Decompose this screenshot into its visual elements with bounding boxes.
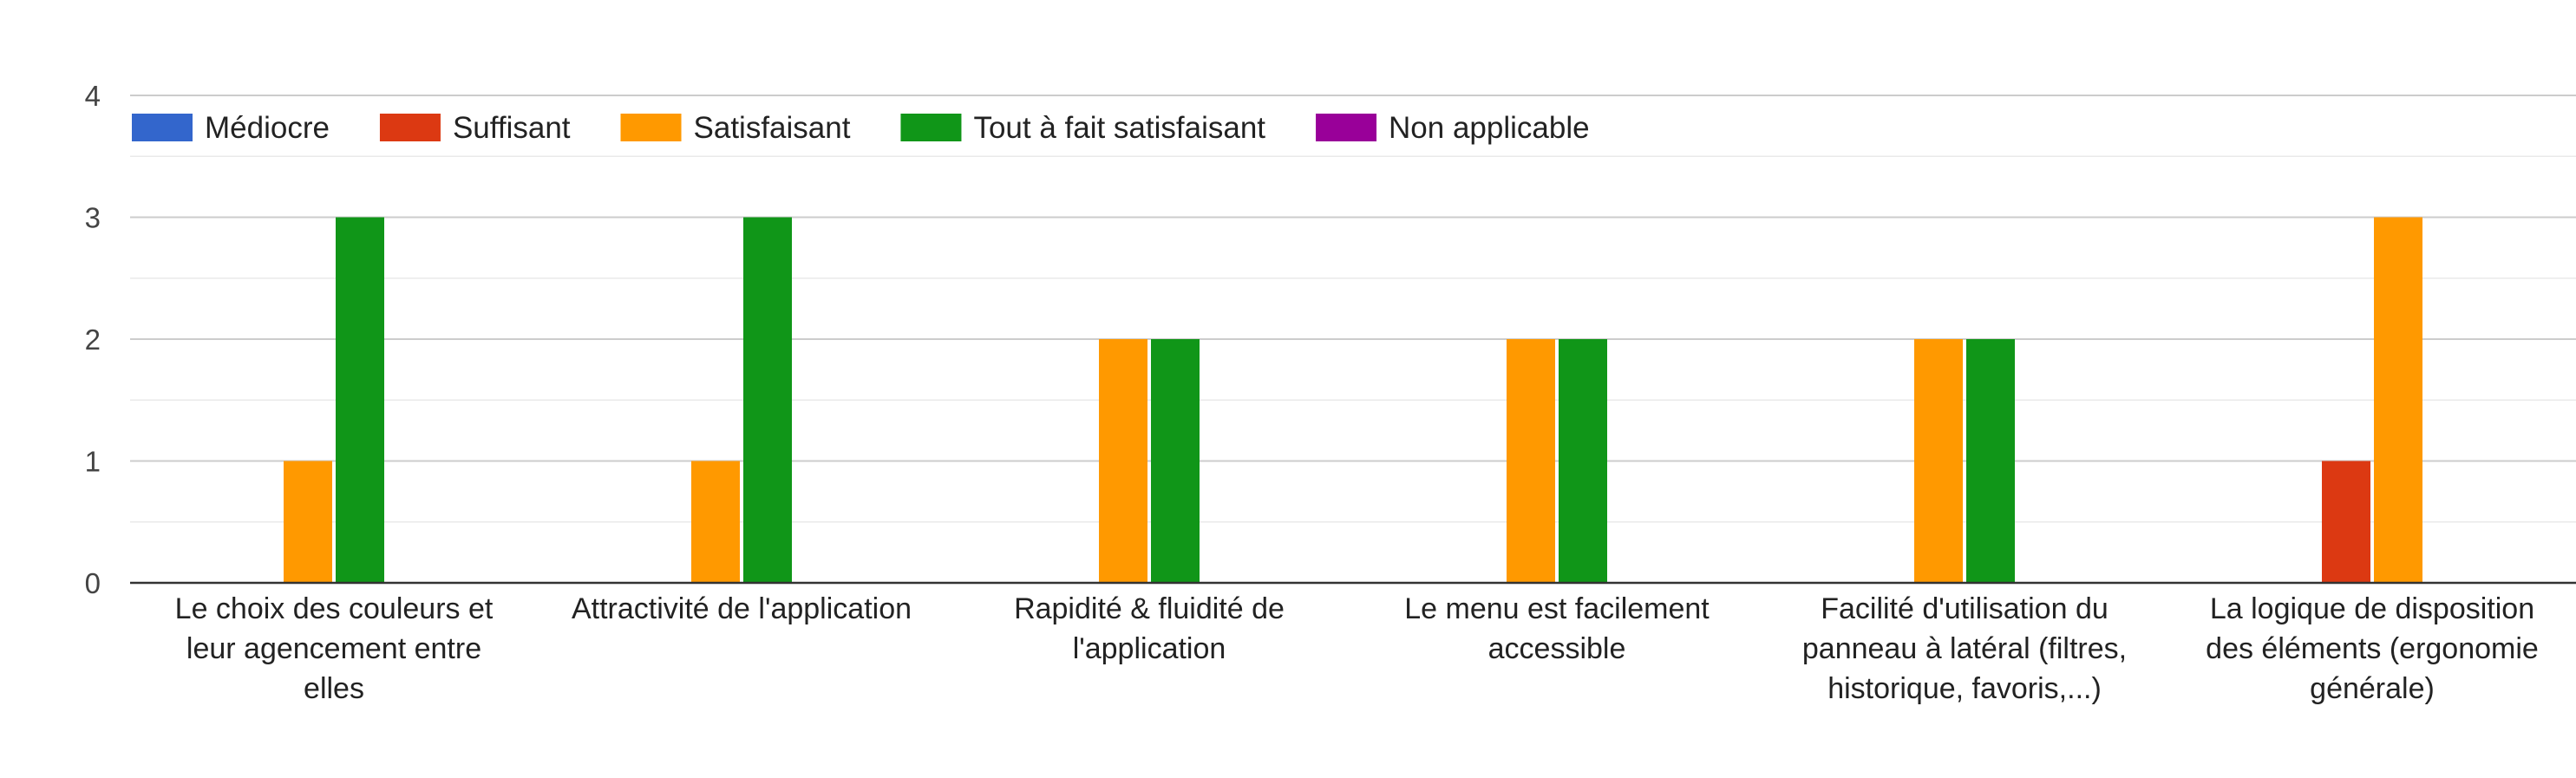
legend-swatch <box>620 114 682 141</box>
y-tick-label: 1 <box>85 446 101 478</box>
x-axis-labels: Le choix des couleurs et leur agencement … <box>175 592 2539 705</box>
y-tick-label: 4 <box>85 80 101 112</box>
legend-item: Suffisant <box>379 111 571 145</box>
category-label: Le menu est facilement accessible <box>1404 592 1710 665</box>
bar-satisfaisant <box>1914 339 1963 583</box>
legend-item: Non applicable <box>1316 111 1590 145</box>
legend-label: Tout à fait satisfaisant <box>973 111 1265 145</box>
legend-swatch <box>900 114 962 141</box>
category-label: Attractivité de l'application <box>572 592 912 625</box>
bar-satisfaisant <box>2374 217 2422 583</box>
y-tick-label: 2 <box>85 324 101 356</box>
y-axis-ticks: 0 1 2 3 4 <box>85 80 101 599</box>
bar-suffisant <box>2322 461 2370 583</box>
bar-tout-fait-satisfaisant <box>1559 339 1607 583</box>
bar-satisfaisant <box>1507 339 1555 583</box>
legend-label: Non applicable <box>1389 111 1590 145</box>
bars <box>284 217 2422 583</box>
legend-item: Satisfaisant <box>620 111 851 145</box>
legend-item: Tout à fait satisfaisant <box>900 111 1265 145</box>
legend: Médiocre Suffisant Satisfaisant Tout à fait… <box>132 111 1590 145</box>
legend-swatch <box>132 114 193 141</box>
legend-label: Suffisant <box>453 111 571 145</box>
category-label: Le choix des couleurs et leur agencement … <box>175 592 494 705</box>
bar-tout-fait-satisfaisant <box>1966 339 2015 583</box>
bar-satisfaisant <box>284 461 332 583</box>
y-tick-label: 3 <box>85 202 101 234</box>
category-label: Facilité d'utilisation du panneau à latér… <box>1802 592 2127 705</box>
bar-tout-fait-satisfaisant <box>336 217 384 583</box>
bar-satisfaisant <box>1099 339 1147 583</box>
bar-tout-fait-satisfaisant <box>1151 339 1200 583</box>
category-label: La logique de disposition des éléments (e… <box>2206 592 2539 705</box>
gridlines <box>130 95 2576 523</box>
legend-label: Satisfaisant <box>694 111 851 145</box>
category-label: Rapidité & fluidité de l'application <box>1014 592 1285 665</box>
legend-item: Médiocre <box>132 111 330 145</box>
legend-label: Médiocre <box>205 111 330 145</box>
legend-swatch <box>1316 114 1377 141</box>
y-tick-label: 0 <box>85 567 101 599</box>
bar-tout-fait-satisfaisant <box>743 217 792 583</box>
bar-satisfaisant <box>691 461 740 583</box>
legend-swatch <box>379 114 441 141</box>
